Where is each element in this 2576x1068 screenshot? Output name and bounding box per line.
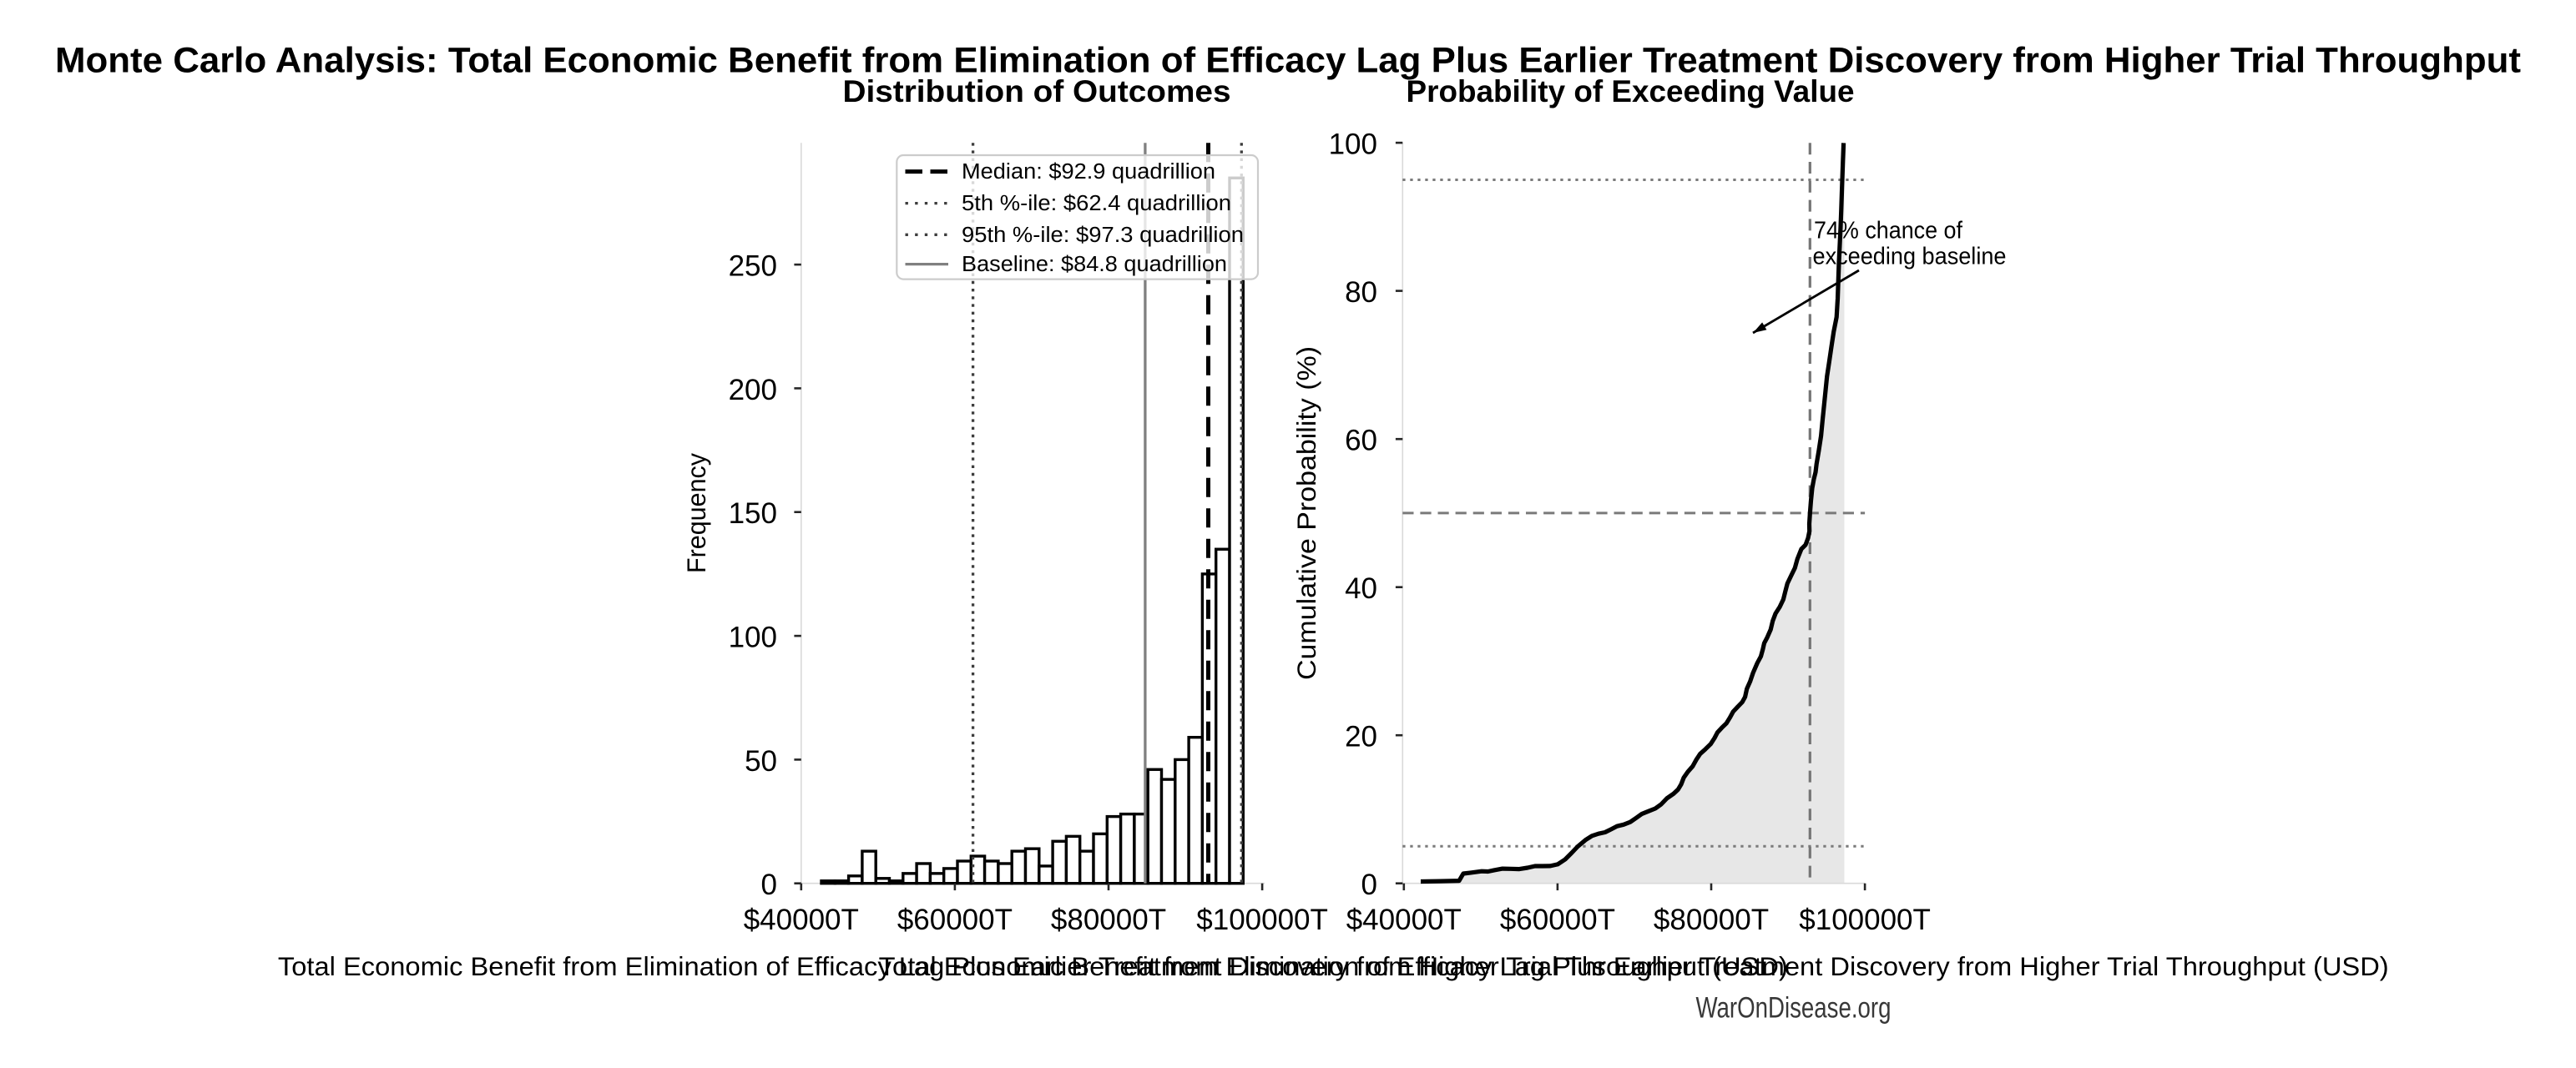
svg-text:100: 100 (729, 622, 777, 654)
svg-text:40: 40 (1345, 572, 1377, 605)
svg-text:50: 50 (745, 745, 777, 778)
svg-text:74% chance of: 74% chance of (1814, 217, 1963, 244)
svg-text:$100000T: $100000T (1799, 904, 1931, 936)
svg-text:Cumulative Probability (%): Cumulative Probability (%) (1291, 346, 1321, 680)
svg-text:Total Economic Benefit from El: Total Economic Benefit from Elimination … (278, 951, 1788, 981)
svg-text:250: 250 (729, 250, 777, 283)
svg-text:60: 60 (1345, 425, 1377, 457)
svg-text:Baseline: $84.8 quadrillion: Baseline: $84.8 quadrillion (962, 253, 1227, 276)
svg-text:$60000T: $60000T (1500, 904, 1615, 936)
svg-text:WarOnDisease.org: WarOnDisease.org (1696, 992, 1892, 1025)
svg-text:0: 0 (1361, 869, 1377, 901)
svg-text:Monte Carlo Analysis: Total Ec: Monte Carlo Analysis: Total Economic Ben… (55, 41, 2521, 81)
svg-text:95th %-ile: $97.3 quadrillion: 95th %-ile: $97.3 quadrillion (962, 224, 1244, 247)
svg-text:100: 100 (1329, 128, 1377, 161)
svg-text:20: 20 (1345, 721, 1377, 753)
svg-text:$40000T: $40000T (744, 904, 859, 936)
svg-text:Probability of Exceeding Value: Probability of Exceeding Value (1407, 74, 1855, 108)
svg-text:Frequency: Frequency (681, 453, 711, 573)
svg-text:$80000T: $80000T (1654, 904, 1769, 936)
svg-text:Median: $92.9 quadrillion: Median: $92.9 quadrillion (962, 160, 1215, 184)
svg-text:80: 80 (1345, 276, 1377, 309)
svg-text:$100000T: $100000T (1196, 904, 1328, 936)
svg-text:$40000T: $40000T (1346, 904, 1462, 936)
svg-text:Total Economic Benefit from El: Total Economic Benefit from Elimination … (879, 951, 2389, 981)
svg-text:Distribution of Outcomes: Distribution of Outcomes (843, 74, 1231, 108)
svg-text:0: 0 (761, 869, 777, 901)
svg-text:150: 150 (729, 497, 777, 530)
svg-text:200: 200 (729, 374, 777, 406)
svg-text:5th %-ile: $62.4 quadrillion: 5th %-ile: $62.4 quadrillion (962, 192, 1231, 215)
svg-text:$60000T: $60000T (897, 904, 1013, 936)
svg-text:exceeding baseline: exceeding baseline (1813, 243, 2007, 270)
svg-text:$80000T: $80000T (1051, 904, 1166, 936)
